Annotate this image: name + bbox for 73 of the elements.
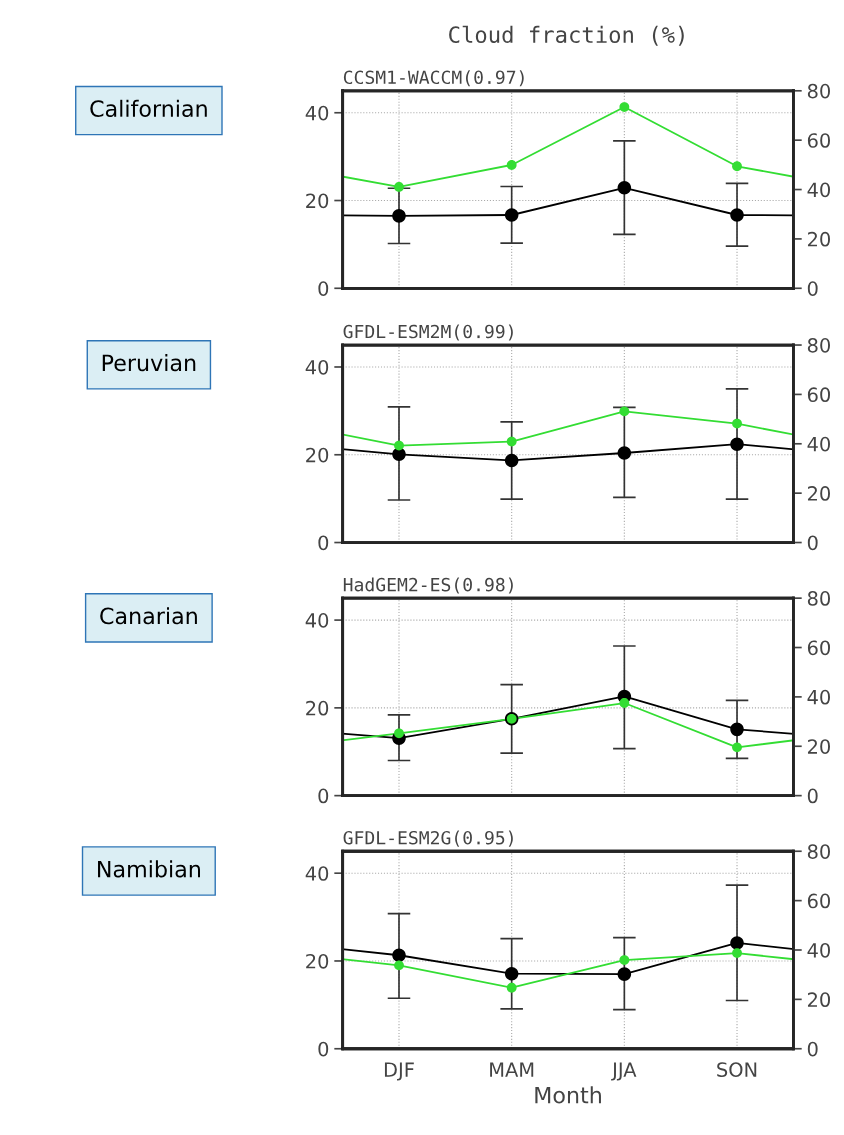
y2-tick-label: 0 bbox=[807, 788, 818, 804]
y-tick-label: 0 bbox=[318, 535, 329, 551]
point bbox=[732, 742, 742, 753]
y-axis-title: Namibian bbox=[98, 860, 200, 878]
y-tick-label: 40 bbox=[305, 359, 329, 375]
y-tick-label: 0 bbox=[318, 1041, 329, 1057]
point bbox=[619, 698, 630, 708]
y-axis-title: Californian bbox=[90, 99, 207, 117]
y-tick-label: 40 bbox=[305, 105, 329, 121]
point bbox=[394, 960, 404, 971]
point bbox=[617, 967, 632, 981]
x-tick-label: MAM bbox=[490, 1062, 534, 1077]
chart-title: GFDL-ESM2M(0.99) bbox=[343, 324, 513, 341]
point bbox=[506, 160, 517, 170]
y-tick-label: 40 bbox=[305, 613, 329, 628]
point bbox=[394, 728, 404, 739]
text: Cloud fraction (%) bbox=[449, 25, 684, 46]
y2-tick-label: 60 bbox=[807, 133, 831, 148]
y-tick-label: 20 bbox=[306, 953, 329, 969]
x-axis-title: Month bbox=[535, 1086, 601, 1104]
y2-tick-label: 80 bbox=[807, 844, 831, 859]
y-axis-title: Canarian bbox=[100, 607, 197, 625]
point bbox=[619, 102, 630, 112]
y2-tick-label: 0 bbox=[807, 281, 818, 296]
y-tick-label: 20 bbox=[306, 447, 329, 463]
y2-tick-label: 80 bbox=[807, 591, 831, 606]
y-tick-label: 20 bbox=[306, 700, 329, 716]
point bbox=[392, 948, 406, 963]
point bbox=[732, 418, 742, 429]
x-tick-label: SON bbox=[717, 1062, 757, 1077]
point bbox=[392, 209, 406, 223]
point bbox=[617, 181, 632, 195]
point bbox=[619, 406, 630, 417]
y2-tick-label: 20 bbox=[807, 992, 831, 1008]
point bbox=[504, 453, 519, 468]
x-tick-label: JJA bbox=[611, 1062, 637, 1081]
point bbox=[506, 436, 517, 447]
y2-tick-label: 40 bbox=[807, 689, 831, 705]
chart-title: GFDL-ESM2G(0.95) bbox=[343, 830, 513, 847]
y-tick-label: 0 bbox=[318, 281, 329, 296]
point bbox=[394, 440, 404, 451]
point bbox=[730, 722, 744, 737]
point bbox=[504, 966, 519, 981]
point bbox=[730, 437, 744, 451]
y2-tick-label: 60 bbox=[807, 387, 831, 403]
point bbox=[732, 161, 742, 172]
y2-tick-label: 20 bbox=[807, 739, 831, 754]
y2-tick-label: 80 bbox=[807, 83, 831, 99]
y2-tick-label: 60 bbox=[807, 640, 831, 656]
point bbox=[394, 182, 404, 192]
y2-tick-label: 40 bbox=[807, 436, 831, 452]
y2-tick-label: 80 bbox=[807, 338, 831, 353]
point bbox=[730, 936, 744, 950]
point bbox=[619, 955, 630, 965]
y2-tick-label: 40 bbox=[807, 942, 831, 958]
y2-tick-label: 0 bbox=[807, 1041, 818, 1057]
chart-title: HadGEM2-ES(0.98) bbox=[343, 577, 513, 594]
y-axis-title: Peruvian bbox=[102, 354, 196, 372]
y-tick-label: 0 bbox=[318, 788, 329, 804]
point bbox=[732, 948, 742, 958]
point bbox=[730, 208, 744, 222]
y2-tick-label: 40 bbox=[807, 182, 831, 198]
y2-tick-label: 0 bbox=[807, 535, 818, 551]
y2-tick-label: 20 bbox=[807, 231, 831, 247]
x-tick-label: DJF bbox=[384, 1062, 414, 1081]
point bbox=[504, 208, 519, 222]
y-tick-label: 40 bbox=[305, 866, 329, 881]
chart-title: CCSM1-WACCM(0.97) bbox=[343, 70, 524, 87]
y-tick-label: 20 bbox=[306, 193, 329, 209]
y2-tick-label: 20 bbox=[807, 486, 831, 501]
point bbox=[617, 446, 632, 460]
y2-tick-label: 60 bbox=[807, 893, 831, 909]
point bbox=[506, 982, 517, 993]
